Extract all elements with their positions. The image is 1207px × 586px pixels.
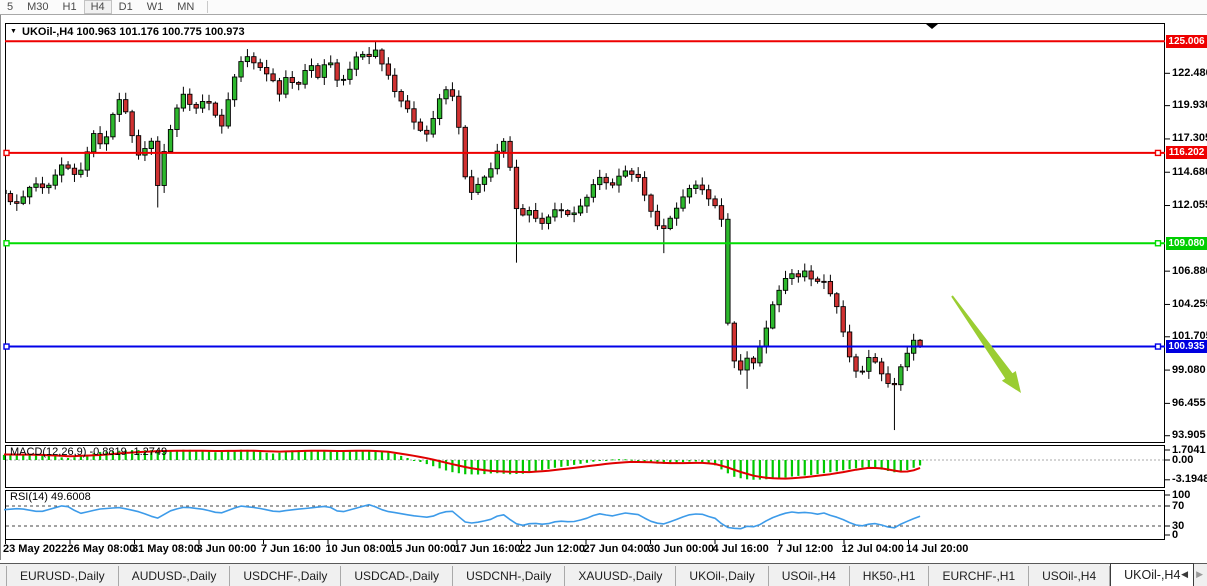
chart-title: UKOil-,H4 100.963 101.176 100.775 100.97… [22, 26, 245, 38]
price-tag: 116.202 [1166, 146, 1207, 160]
main-pane[interactable] [5, 23, 1165, 443]
timeframe-button-5[interactable]: 5 [7, 0, 14, 13]
time-marker-icon [926, 24, 938, 29]
date-tick-label: 10 Jun 08:00 [325, 543, 392, 555]
price-tick-label: 114.680 [1172, 165, 1207, 178]
indicator-tick-label: 30 [1172, 519, 1185, 532]
price-tick-label: 106.880 [1172, 264, 1207, 277]
date-tick-label: 7 Jul 12:00 [777, 543, 834, 555]
date-tick-label: 27 Jun 04:00 [583, 543, 650, 555]
date-tick-label: 14 Jul 20:00 [906, 543, 969, 555]
symbol-dropdown-icon[interactable]: ▼ [10, 28, 17, 35]
toolbar-separator [207, 1, 209, 13]
chart-tab-hk50-h1[interactable]: HK50-,H1 [850, 566, 930, 586]
price-tick-label: 119.930 [1172, 99, 1207, 112]
chart-tab-audusd-daily[interactable]: AUDUSD-,Daily [119, 566, 231, 586]
hline-handle[interactable] [1154, 240, 1162, 247]
date-tick-label: 31 May 08:00 [132, 543, 200, 555]
timeframe-button-m30[interactable]: M30 [27, 0, 49, 13]
symbol-tab-bar: EURUSD-,Daily AUDUSD-,Daily USDCHF-,Daily U… [0, 563, 1207, 586]
timeframe-button-mn[interactable]: MN [177, 0, 195, 13]
date-tick-label: 22 Jun 12:00 [519, 543, 586, 555]
indicator-tick-label: 0.00 [1172, 453, 1194, 466]
indicator-tick-label: 100 [1172, 488, 1191, 501]
price-tick-label: 122.480 [1172, 66, 1207, 79]
axis-ticks [5, 72, 1170, 544]
date-tick-label: 4 Jul 16:00 [712, 543, 769, 555]
chart-tab-usdcad-daily[interactable]: USDCAD-,Daily [341, 566, 454, 586]
hline-handle[interactable] [3, 343, 10, 350]
price-tag: 100.935 [1166, 340, 1207, 354]
date-tick-label: 26 May 08:00 [67, 543, 136, 555]
tab-scroll-left-icon[interactable]: ◀ [1181, 569, 1189, 579]
chart-tab-xauusd-daily[interactable]: XAUUSD-,Daily [565, 566, 677, 586]
price-tag: 109.080 [1166, 236, 1207, 250]
rsi-label: RSI(14) 49.6008 [10, 491, 91, 503]
chart-tab-ukoil-h4[interactable]: UKOil-,H4 [1110, 563, 1195, 586]
indicator-tick-label: 70 [1172, 499, 1185, 512]
timeframe-button-w1[interactable]: W1 [146, 0, 164, 13]
date-tick-label: 7 Jun 16:00 [261, 543, 321, 555]
down-arrow-annotation[interactable] [951, 295, 1021, 393]
macd-label: MACD(12,26,9) -0.8819 -1.2749 [10, 446, 168, 458]
price-tick-label: 112.055 [1172, 199, 1207, 212]
window-left-edge [0, 15, 1, 560]
rsi-pane[interactable] [5, 490, 1165, 540]
price-tick-label: 101.705 [1172, 330, 1207, 343]
price-tag: 125.006 [1166, 34, 1207, 48]
date-tick-label: 17 Jun 16:00 [454, 543, 521, 555]
timeframe-button-d1[interactable]: D1 [118, 0, 133, 13]
date-tick-label: 3 Jun 00:00 [196, 543, 257, 555]
timeframe-button-h1[interactable]: H1 [62, 0, 77, 13]
price-tick-label: 93.905 [1172, 429, 1206, 442]
date-tick-label: 23 May 2022 [3, 543, 68, 555]
timeframe-toolbar: 5 M30 H1 H4 D1 W1 MN [0, 0, 1207, 15]
price-tick-label: 96.455 [1172, 396, 1206, 409]
chart-tab-eurusd-daily[interactable]: EURUSD-,Daily [6, 566, 119, 586]
rsi-line [3, 503, 921, 530]
tab-scroll-arrows: ◀ ▶ [1181, 567, 1203, 581]
indicator-tick-label: 1.7041 [1172, 443, 1206, 456]
hline-handle[interactable] [3, 149, 10, 157]
tab-scroll-right-icon[interactable]: ▶ [1196, 569, 1203, 579]
candlesticks [6, 41, 923, 431]
horizontal-lines [3, 40, 1165, 350]
chart-tab-usdcnh-daily[interactable]: USDCNH-,Daily [453, 566, 566, 586]
chart-tab-usoil-h4[interactable]: USOil-,H4 [769, 566, 850, 586]
chart-tab-usoil-h4[interactable]: USOil-,H4 [1029, 566, 1111, 586]
macd-signal-line [4, 449, 921, 480]
chart-tab-ukoil-daily[interactable]: UKOil-,Daily [676, 566, 769, 586]
price-tick-label: 104.255 [1172, 297, 1207, 310]
macd-histogram [2, 449, 922, 480]
timeframe-button-h4[interactable]: H4 [83, 0, 112, 14]
hline-handle[interactable] [1154, 343, 1162, 350]
chart-tab-usdchf-daily[interactable]: USDCHF-,Daily [230, 566, 342, 586]
indicator-tick-label: 0 [1172, 528, 1179, 541]
indicator-tick-label: -3.1948 [1172, 473, 1207, 486]
price-tick-label: 117.305 [1172, 132, 1207, 145]
date-tick-label: 30 Jun 00:00 [648, 543, 715, 555]
chart-tab-eurchf-h1[interactable]: EURCHF-,H1 [929, 566, 1030, 586]
price-tick-label: 99.080 [1172, 363, 1206, 376]
hline-handle[interactable] [1154, 149, 1162, 157]
date-tick-label: 12 Jul 04:00 [841, 543, 904, 555]
date-tick-label: 15 Jun 00:00 [390, 543, 457, 555]
hline-handle[interactable] [3, 240, 10, 247]
